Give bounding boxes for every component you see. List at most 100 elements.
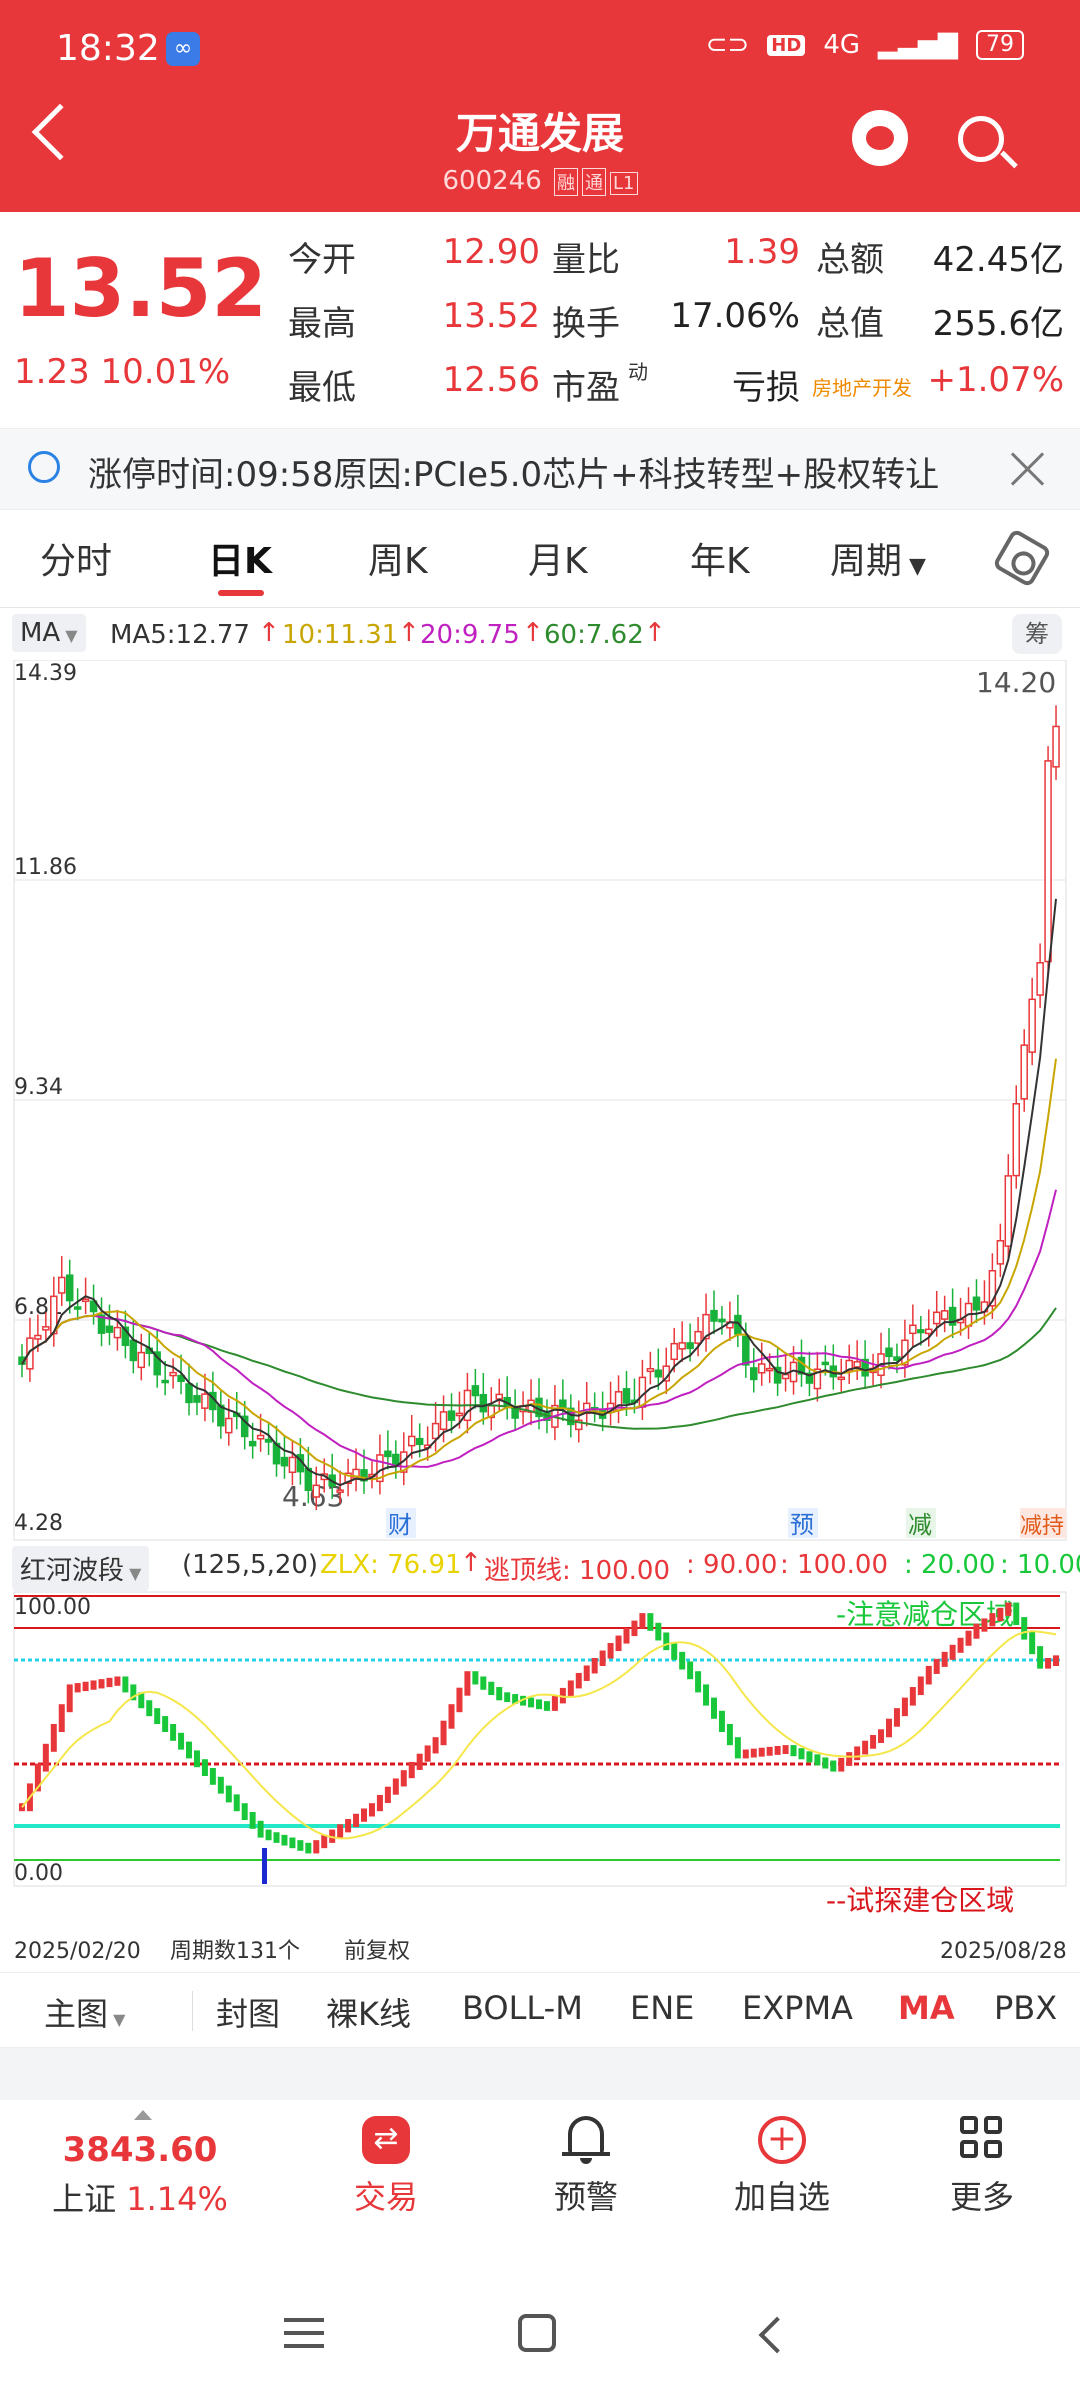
settings-icon[interactable] bbox=[991, 527, 1053, 589]
notice-text: 涨停时间:09:58原因:PCIe5.0芯片+科技转型+股权转让 bbox=[88, 455, 940, 495]
sub-bar bbox=[790, 1745, 797, 1757]
sub-selector-label: 红河波段 bbox=[20, 1556, 125, 1586]
sub-bar bbox=[241, 1803, 248, 1820]
hd-badge: HD bbox=[767, 34, 806, 56]
status-icons: ⊂⊃ HD 4G ▂▃▅▇ 79 bbox=[706, 30, 1024, 60]
sub-bar bbox=[249, 1812, 256, 1829]
sub-bar bbox=[567, 1680, 574, 1696]
high-label: 最高 bbox=[288, 304, 356, 344]
sub-bar bbox=[599, 1650, 606, 1666]
pe-value: 亏损 bbox=[732, 368, 800, 408]
sub-bar bbox=[854, 1746, 861, 1761]
sub-bar bbox=[973, 1623, 980, 1639]
sub-bar bbox=[265, 1829, 272, 1841]
mascot-icon[interactable] bbox=[852, 110, 908, 166]
sub-bar bbox=[170, 1724, 177, 1741]
tab-weekly-k[interactable]: 周K bbox=[368, 541, 428, 582]
indicator-expma[interactable]: EXPMA bbox=[742, 1989, 853, 2027]
index-name: 上证 bbox=[52, 2180, 117, 2218]
event-tag-finance: 财 bbox=[388, 1511, 412, 1539]
sub-bar bbox=[949, 1644, 956, 1660]
sub-indicator-selector[interactable]: 红河波段 ▼ bbox=[12, 1546, 150, 1591]
adjust-mode[interactable]: 前复权 bbox=[344, 1939, 410, 1964]
tab-daily-k[interactable]: 日K bbox=[208, 541, 272, 582]
tab-yearly-k[interactable]: 年K bbox=[690, 541, 750, 582]
candle-body bbox=[885, 1347, 893, 1358]
sub-bar bbox=[1021, 1617, 1028, 1640]
sub-bar bbox=[671, 1642, 678, 1660]
ma5-value: MA5:12.77 bbox=[110, 620, 250, 650]
sub-bar bbox=[551, 1695, 558, 1711]
pe-dynamic-sup: 动 bbox=[628, 360, 648, 384]
sub-bar bbox=[1029, 1631, 1036, 1655]
kline-svg[interactable]: 14.39 11.86 9.34 6.81 4.28 14.20 4.63 财 … bbox=[0, 659, 1080, 1970]
sub-bar bbox=[329, 1829, 336, 1843]
sub-bar bbox=[368, 1803, 375, 1817]
sub-bar bbox=[496, 1687, 503, 1701]
menu-icon[interactable] bbox=[284, 2318, 324, 2348]
caret-down-icon: ▼ bbox=[124, 1564, 142, 1583]
line-90-value: : 90.00 bbox=[686, 1550, 778, 1580]
indicator-fengtu[interactable]: 封图 bbox=[216, 1995, 281, 2033]
sub-bar bbox=[1037, 1646, 1044, 1669]
indicator-pbx[interactable]: PBX bbox=[994, 1989, 1058, 2027]
sub-bar bbox=[726, 1724, 733, 1746]
tab-period[interactable]: 周期 ▼ bbox=[830, 532, 926, 584]
candle-body bbox=[344, 1472, 352, 1484]
ma10-up-icon: ↑ bbox=[398, 618, 420, 648]
candle-body bbox=[909, 1324, 917, 1335]
indicator-boll-m[interactable]: BOLL-M bbox=[462, 1989, 583, 2027]
kline-chart[interactable]: 14.39 11.86 9.34 6.81 4.28 14.20 4.63 财 … bbox=[0, 659, 1080, 1970]
candle-body bbox=[129, 1339, 138, 1362]
current-price: 13.52 bbox=[14, 242, 268, 335]
candle-body bbox=[439, 1411, 448, 1431]
candle-body bbox=[622, 1388, 631, 1404]
candle-body bbox=[813, 1368, 822, 1390]
main-indicator-selector[interactable]: MA ▼ bbox=[12, 614, 86, 652]
stock-code-number: 600246 bbox=[442, 166, 542, 196]
candle-body bbox=[177, 1374, 185, 1383]
sub-bar bbox=[384, 1786, 391, 1803]
search-icon[interactable] bbox=[958, 116, 1004, 162]
candle-body bbox=[805, 1372, 814, 1384]
nav-trade[interactable]: ⇄ 交易 bbox=[306, 2114, 466, 2218]
tab-monthly-k[interactable]: 月K bbox=[528, 541, 588, 582]
sub-bar bbox=[663, 1632, 670, 1651]
indicator-bare-k[interactable]: 裸K线 bbox=[326, 1995, 411, 2033]
ma20-line bbox=[21, 1189, 1057, 1468]
back-nav-icon[interactable] bbox=[758, 2316, 796, 2354]
main-chart-menu[interactable]: 主图 ▼ bbox=[44, 1989, 125, 2035]
zlx-line bbox=[21, 1630, 1057, 1840]
tab-intraday[interactable]: 分时 bbox=[40, 541, 113, 582]
candle-body bbox=[137, 1351, 146, 1369]
candle-body bbox=[646, 1367, 655, 1373]
home-icon[interactable] bbox=[518, 2314, 556, 2352]
sub-bar bbox=[162, 1716, 169, 1732]
candle-body bbox=[781, 1373, 790, 1380]
buy-signal-bar bbox=[262, 1848, 267, 1884]
sub-bar bbox=[345, 1819, 352, 1833]
candle-body bbox=[42, 1326, 50, 1331]
nav-alert[interactable]: 预警 bbox=[506, 2114, 666, 2218]
sub-bar bbox=[822, 1757, 829, 1769]
indicator-ma[interactable]: MA bbox=[898, 1989, 955, 2027]
caret-down-icon: ▼ bbox=[902, 554, 926, 579]
candle-body bbox=[765, 1367, 774, 1372]
nav-more[interactable]: 更多 bbox=[902, 2114, 1062, 2218]
nav-add-watchlist[interactable]: + 加自选 bbox=[702, 2114, 862, 2218]
sub-bar bbox=[464, 1671, 471, 1696]
sub-bar bbox=[750, 1748, 757, 1758]
sub-bar bbox=[297, 1840, 304, 1851]
margin-tag: 融 bbox=[554, 168, 579, 196]
sub-bar bbox=[416, 1753, 423, 1770]
sub-bar bbox=[806, 1751, 813, 1763]
tab-period-label: 周期 bbox=[830, 541, 903, 582]
indicator-ene[interactable]: ENE bbox=[630, 1989, 695, 2027]
high-value: 13.52 bbox=[442, 296, 540, 336]
sub-bar bbox=[225, 1785, 232, 1803]
limit-up-notice[interactable]: 涨停时间:09:58原因:PCIe5.0芯片+科技转型+股权转让 bbox=[0, 428, 1080, 510]
chip-distribution-button[interactable]: 筹 bbox=[1012, 614, 1062, 654]
industry-label[interactable]: 房地产开发 bbox=[812, 376, 912, 400]
close-icon[interactable] bbox=[1008, 449, 1048, 489]
sub-bar bbox=[376, 1794, 383, 1812]
